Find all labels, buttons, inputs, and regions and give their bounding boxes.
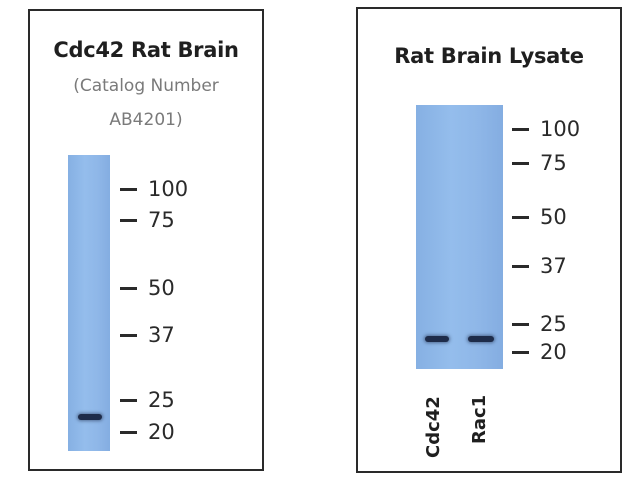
protein-band-cdc42	[425, 336, 449, 342]
marker-tick	[512, 264, 529, 268]
mw-marker-25: 25	[120, 388, 175, 412]
mw-marker-37: 37	[120, 323, 175, 347]
marker-label: 75	[540, 151, 567, 175]
marker-label: 20	[540, 340, 567, 364]
marker-tick	[120, 286, 137, 290]
marker-tick	[512, 161, 529, 165]
mw-marker-100: 100	[120, 177, 189, 201]
blot-lane-cdc42	[68, 155, 110, 451]
marker-label: 37	[148, 323, 175, 347]
catalog-label: (Catalog Number	[73, 76, 219, 96]
mw-marker-20: 20	[512, 340, 567, 364]
lane-label-cdc42: Cdc42	[423, 396, 444, 458]
marker-label: 50	[540, 205, 567, 229]
mw-marker-100: 100	[512, 117, 581, 141]
marker-label: 25	[540, 312, 567, 336]
marker-label: 50	[148, 276, 175, 300]
left-panel-title: Cdc42 Rat Brain	[53, 38, 239, 62]
protein-band-cdc42	[78, 414, 102, 420]
marker-tick	[512, 215, 529, 219]
marker-tick	[512, 322, 529, 326]
marker-label: 75	[148, 208, 175, 232]
protein-band-rac1	[468, 336, 494, 342]
marker-tick	[120, 218, 137, 222]
mw-marker-20: 20	[120, 420, 175, 444]
mw-marker-75: 75	[512, 151, 567, 175]
marker-label: 100	[540, 117, 581, 141]
western-blot-panel-right: Rat Brain Lysate 100 75 50 37 25 20 Cdc4…	[356, 7, 622, 473]
marker-label: 25	[148, 388, 175, 412]
marker-tick	[120, 398, 137, 402]
right-panel-title: Rat Brain Lysate	[394, 44, 584, 68]
mw-marker-50: 50	[120, 276, 175, 300]
marker-tick	[512, 350, 529, 354]
marker-tick	[120, 430, 137, 434]
marker-tick	[512, 127, 529, 131]
marker-tick	[120, 333, 137, 337]
mw-marker-50: 50	[512, 205, 567, 229]
mw-marker-37: 37	[512, 254, 567, 278]
mw-marker-25: 25	[512, 312, 567, 336]
marker-label: 37	[540, 254, 567, 278]
western-blot-panel-left: Cdc42 Rat Brain (Catalog Number AB4201) …	[28, 9, 264, 471]
lane-label-rac1: Rac1	[469, 394, 490, 444]
blot-membrane-lysate	[416, 105, 503, 369]
marker-tick	[120, 187, 137, 191]
mw-marker-75: 75	[120, 208, 175, 232]
catalog-number: AB4201)	[109, 110, 183, 130]
marker-label: 20	[148, 420, 175, 444]
marker-label: 100	[148, 177, 189, 201]
